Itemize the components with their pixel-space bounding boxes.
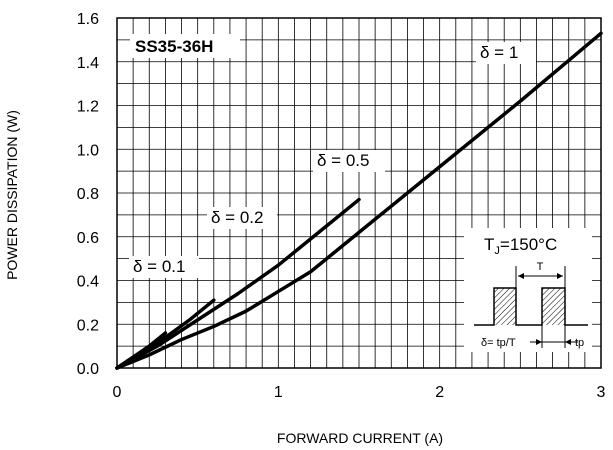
y-tick-label: 0.4 bbox=[77, 274, 99, 291]
period-label: T bbox=[537, 261, 544, 273]
x-tick-label: 2 bbox=[435, 384, 444, 401]
series-line-4 bbox=[115, 31, 603, 370]
pulse-2-hatch bbox=[542, 288, 565, 325]
inset-background bbox=[464, 228, 592, 352]
chart-title: SS35-36H bbox=[135, 37, 213, 56]
tj-value: =150°C bbox=[500, 235, 557, 254]
series-label-background bbox=[129, 256, 199, 278]
series-labels: δ = 0.1 δ = 0.2 δ = 0.5 δ = 1 bbox=[129, 42, 536, 278]
y-tick-label: 0.2 bbox=[77, 317, 99, 334]
series-line-3 bbox=[115, 197, 361, 370]
pulse-inset: TJ=150°C T tp δ= tp/T bbox=[464, 228, 592, 352]
pulse-1-hatch bbox=[494, 288, 516, 325]
y-tick-label: 1.0 bbox=[77, 142, 99, 159]
series-label-3: δ = 0.5 bbox=[317, 151, 369, 170]
x-tick-label: 0 bbox=[113, 384, 122, 401]
series-lines bbox=[115, 31, 603, 370]
series-label-4: δ = 1 bbox=[480, 43, 518, 62]
tick-labels: 0.0 0.2 0.4 0.6 0.8 1.0 1.2 1.4 1.6 0 1 2 3 bbox=[77, 11, 606, 401]
period-arrowhead-right bbox=[557, 273, 563, 279]
y-axis-title: POWER DISSIPATION (W) bbox=[4, 110, 20, 280]
y-tick-label: 1.6 bbox=[77, 11, 99, 28]
plot-frame bbox=[116, 17, 602, 369]
duty-formula: δ= tp/T bbox=[481, 337, 516, 349]
y-tick-label: 0.0 bbox=[77, 361, 99, 378]
x-tick-label: 3 bbox=[597, 384, 606, 401]
junction-temperature-label: TJ=150°C bbox=[484, 235, 557, 257]
tp-label: tp bbox=[575, 337, 584, 349]
series-label-background bbox=[313, 150, 385, 172]
y-tick-label: 1.4 bbox=[77, 55, 99, 72]
tj-prefix: T bbox=[484, 235, 494, 254]
y-tick-label: 0.6 bbox=[77, 230, 99, 247]
period-arrowhead-left bbox=[518, 273, 524, 279]
series-label-background bbox=[476, 42, 536, 64]
title-background bbox=[130, 34, 240, 58]
y-tick-label: 1.2 bbox=[77, 99, 99, 116]
y-tick-label: 0.8 bbox=[77, 186, 99, 203]
x-tick-label: 1 bbox=[274, 384, 283, 401]
tj-subscript: J bbox=[494, 245, 500, 257]
x-axis-title: FORWARD CURRENT (A) bbox=[277, 430, 443, 446]
series-label-background bbox=[207, 207, 277, 229]
series-label-2: δ = 0.2 bbox=[211, 208, 263, 227]
series-label-1: δ = 0.1 bbox=[133, 257, 185, 276]
